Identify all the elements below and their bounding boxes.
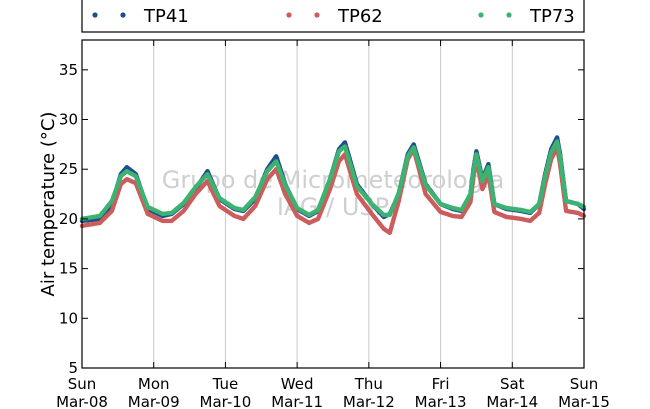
- x-tick-date: Mar-10: [200, 393, 252, 409]
- legend-item-tp73: TP73: [478, 6, 575, 27]
- legend-label: TP41: [143, 6, 189, 27]
- legend-item-tp41: TP41: [92, 6, 189, 27]
- y-tick-label: 10: [59, 309, 78, 327]
- y-tick-label: 25: [59, 160, 78, 178]
- y-axis-label: Air temperature (°C): [38, 112, 59, 297]
- series-tp73: [79, 139, 587, 222]
- x-tick-day: Sat: [500, 375, 525, 393]
- legend-item-tp62: TP62: [286, 6, 383, 27]
- legend-marker: [92, 12, 98, 18]
- y-tick-label: 5: [68, 359, 78, 377]
- x-tick-day: Sun: [570, 375, 599, 393]
- legend-label: TP62: [337, 6, 383, 27]
- x-tick-day: Thu: [354, 375, 383, 393]
- x-tick-day: Tue: [212, 375, 239, 393]
- y-tick-label: 20: [59, 210, 78, 228]
- x-tick-day: Mon: [138, 375, 170, 393]
- y-tick-label: 15: [59, 260, 78, 278]
- x-tick-date: Mar-12: [343, 393, 395, 409]
- legend-marker: [120, 12, 126, 18]
- x-tick-date: Mar-13: [415, 393, 467, 409]
- legend-label: TP73: [529, 6, 575, 27]
- x-tick-date: Mar-15: [558, 393, 610, 409]
- plot-frame: [81, 39, 585, 369]
- legend-box: [81, 0, 585, 33]
- x-tick-date: Mar-08: [56, 393, 108, 409]
- y-tick-label: 35: [59, 61, 78, 79]
- x-tick-day: Wed: [281, 375, 314, 393]
- legend-marker: [478, 12, 484, 18]
- x-tick-date: Mar-14: [486, 393, 538, 409]
- legend-marker: [506, 12, 512, 18]
- y-tick-label: 30: [59, 111, 78, 129]
- x-tick-date: Mar-11: [271, 393, 323, 409]
- x-tick-day: Sun: [68, 375, 97, 393]
- legend-marker: [314, 12, 320, 18]
- legend-marker: [286, 12, 292, 18]
- x-tick-day: Fri: [432, 375, 450, 393]
- x-tick-date: Mar-09: [128, 393, 180, 409]
